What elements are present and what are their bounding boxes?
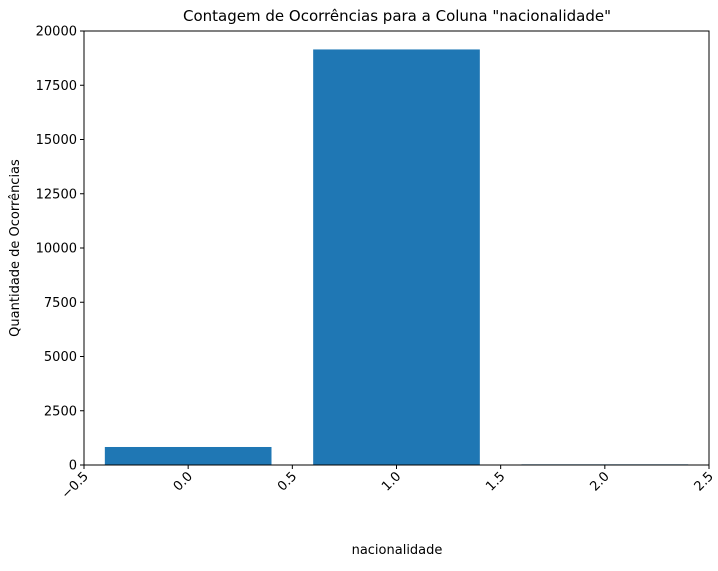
y-axis-title: Quantidade de Ocorrências — [8, 159, 23, 337]
y-tick-label: 5000 — [44, 350, 77, 365]
y-tick-label: 15000 — [36, 133, 77, 148]
bar-0 — [104, 446, 272, 465]
x-tick-label: 1.0 — [379, 469, 404, 494]
x-tick-label: 0.5 — [275, 469, 300, 494]
x-tick-label: −0.5 — [59, 469, 92, 502]
y-tick-label: 7500 — [44, 296, 77, 311]
y-tick-label: 0 — [69, 459, 77, 474]
x-tick-label: 0.0 — [171, 469, 196, 494]
y-tick-label: 17500 — [36, 79, 77, 94]
bar-1 — [313, 49, 480, 465]
y-tick-label: 20000 — [36, 25, 77, 40]
y-tick-label: 12500 — [36, 187, 77, 202]
x-axis-title: nacionalidade — [352, 543, 443, 558]
x-tick-label: 2.5 — [692, 469, 717, 494]
y-axis-ticks: 0 2500 5000 7500 10000 12500 15000 17500 20000 — [36, 25, 84, 474]
bars-layer — [104, 49, 689, 466]
x-axis-ticks: −0.5 0.0 0.5 1.0 1.5 2.0 2.5 — [59, 465, 717, 502]
y-tick-label: 10000 — [36, 242, 77, 257]
x-tick-label: 1.5 — [483, 469, 508, 494]
y-tick-label: 2500 — [44, 404, 77, 419]
chart-title: Contagem de Ocorrências para a Coluna "n… — [183, 7, 611, 25]
x-tick-label: 2.0 — [587, 469, 612, 494]
